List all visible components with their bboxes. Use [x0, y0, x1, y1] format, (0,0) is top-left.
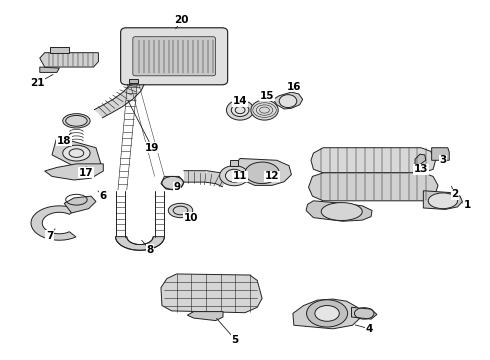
- Text: 18: 18: [57, 136, 72, 145]
- Polygon shape: [187, 312, 223, 320]
- Ellipse shape: [168, 203, 193, 218]
- Ellipse shape: [63, 114, 90, 128]
- Text: 11: 11: [233, 171, 247, 181]
- Text: 17: 17: [79, 168, 94, 178]
- Polygon shape: [40, 67, 59, 72]
- Text: 8: 8: [146, 245, 153, 255]
- Polygon shape: [204, 171, 220, 184]
- Text: 16: 16: [287, 82, 301, 92]
- Text: 20: 20: [174, 15, 189, 26]
- Ellipse shape: [220, 166, 249, 186]
- Polygon shape: [161, 274, 262, 313]
- Polygon shape: [103, 99, 122, 113]
- Polygon shape: [49, 47, 69, 53]
- Text: 7: 7: [46, 231, 53, 240]
- Polygon shape: [230, 160, 238, 166]
- Polygon shape: [95, 105, 111, 118]
- Ellipse shape: [225, 169, 243, 182]
- Polygon shape: [45, 164, 103, 180]
- Polygon shape: [113, 92, 133, 107]
- Ellipse shape: [251, 100, 278, 120]
- Polygon shape: [129, 79, 139, 83]
- Polygon shape: [415, 154, 426, 166]
- Polygon shape: [116, 237, 164, 250]
- Text: 2: 2: [451, 189, 459, 199]
- Text: 3: 3: [439, 155, 446, 165]
- Polygon shape: [64, 196, 96, 213]
- Text: 6: 6: [99, 191, 107, 201]
- Polygon shape: [351, 307, 377, 319]
- Text: 4: 4: [366, 324, 373, 334]
- Polygon shape: [128, 82, 144, 90]
- Ellipse shape: [279, 95, 297, 108]
- Polygon shape: [423, 191, 463, 210]
- Polygon shape: [309, 173, 438, 201]
- Polygon shape: [40, 53, 98, 67]
- Ellipse shape: [315, 306, 339, 321]
- Polygon shape: [432, 148, 449, 160]
- Ellipse shape: [321, 203, 362, 221]
- Text: 19: 19: [145, 143, 159, 153]
- Polygon shape: [184, 171, 194, 182]
- Ellipse shape: [307, 300, 347, 327]
- Text: 15: 15: [260, 91, 274, 101]
- Ellipse shape: [428, 193, 458, 209]
- Polygon shape: [214, 173, 230, 187]
- Polygon shape: [161, 176, 184, 190]
- Ellipse shape: [231, 104, 249, 117]
- FancyBboxPatch shape: [133, 37, 216, 76]
- Polygon shape: [235, 158, 292, 185]
- Text: 21: 21: [30, 78, 45, 88]
- Text: 14: 14: [233, 96, 247, 106]
- FancyBboxPatch shape: [121, 28, 228, 85]
- Text: 12: 12: [265, 171, 279, 181]
- Text: 13: 13: [414, 164, 428, 174]
- Polygon shape: [273, 92, 303, 109]
- Ellipse shape: [63, 145, 90, 161]
- Text: 1: 1: [464, 200, 471, 210]
- Ellipse shape: [226, 100, 254, 120]
- Text: 9: 9: [173, 182, 180, 192]
- Polygon shape: [306, 201, 372, 221]
- Polygon shape: [122, 86, 141, 99]
- Text: 10: 10: [184, 213, 198, 222]
- Polygon shape: [52, 137, 101, 169]
- Polygon shape: [311, 148, 436, 173]
- Ellipse shape: [245, 162, 279, 184]
- Polygon shape: [293, 299, 361, 329]
- Text: 5: 5: [232, 334, 239, 345]
- Polygon shape: [194, 171, 206, 182]
- Polygon shape: [31, 206, 76, 240]
